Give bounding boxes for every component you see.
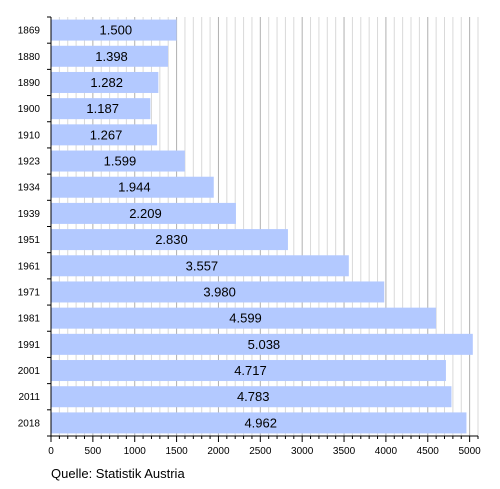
value-label: 4.962 [244, 415, 277, 430]
category-label: 1900 [18, 104, 41, 115]
x-tick-label: 2500 [249, 446, 272, 457]
category-label: 2018 [18, 418, 41, 429]
x-tick-label: 3500 [333, 446, 356, 457]
value-label: 1.282 [90, 75, 123, 90]
value-label: 1.500 [100, 23, 133, 38]
x-tick-label: 500 [85, 446, 102, 457]
x-tick-label: 5000 [459, 446, 482, 457]
x-tick-label: 4500 [417, 446, 440, 457]
x-tick-label: 2000 [207, 446, 230, 457]
value-label: 4.717 [234, 363, 267, 378]
bar-1939 [51, 202, 236, 224]
category-label: 1869 [18, 26, 41, 37]
bar-2011 [51, 386, 452, 408]
bar-1934 [51, 176, 214, 198]
category-label: 1939 [18, 209, 41, 220]
category-label: 2011 [18, 392, 40, 403]
category-label: 1971 [18, 287, 41, 298]
category-label: 1991 [18, 340, 41, 351]
value-label: 3.980 [203, 284, 236, 299]
bar-1890 [51, 71, 159, 93]
x-tick-label: 1500 [165, 446, 188, 457]
bar-1869 [51, 19, 177, 41]
bar-1961 [51, 255, 349, 277]
value-label: 1.944 [118, 180, 151, 195]
category-label: 1923 [18, 157, 41, 168]
bar-2001 [51, 360, 446, 382]
bar-1991 [51, 333, 473, 355]
category-label: 1961 [18, 261, 41, 272]
bar-1910 [51, 124, 158, 146]
value-label: 2.209 [129, 206, 162, 221]
x-tick-label: 4000 [375, 446, 398, 457]
x-tick-label: 0 [48, 446, 54, 457]
value-label: 4.599 [229, 311, 262, 326]
bar-1880 [51, 45, 169, 67]
bar-1981 [51, 307, 437, 329]
value-label: 1.599 [104, 154, 137, 169]
bar-1900 [51, 98, 151, 120]
value-label: 1.187 [86, 101, 119, 116]
category-label: 1951 [18, 235, 41, 246]
bars [51, 19, 473, 434]
value-labels: 1.500 1869 1.398 1880 1.282 1890 1.187 1900 1.26… [18, 23, 280, 431]
category-label: 1981 [18, 314, 41, 325]
bar-1951 [51, 229, 288, 251]
axes: 0 500 1000 1500 2000 2500 3000 3500 4000 4500 5000 [47, 16, 482, 457]
source-note: Quelle: Statistik Austria [51, 466, 185, 481]
value-label: 4.783 [237, 389, 270, 404]
x-tick-label: 1000 [124, 446, 147, 457]
value-label: 3.557 [186, 258, 219, 273]
category-label: 1890 [18, 78, 41, 89]
value-label: 1.398 [95, 49, 128, 64]
value-label: 2.830 [155, 232, 188, 247]
bar-2018 [51, 412, 467, 434]
x-tick-label: 3000 [291, 446, 314, 457]
bar-1971 [51, 281, 385, 303]
category-label: 1934 [18, 183, 41, 194]
value-label: 1.267 [90, 127, 123, 142]
category-label: 1880 [18, 52, 41, 63]
category-label: 2001 [18, 366, 41, 377]
value-label: 5.038 [248, 337, 281, 352]
bar-1923 [51, 150, 185, 172]
category-label: 1910 [18, 130, 41, 141]
